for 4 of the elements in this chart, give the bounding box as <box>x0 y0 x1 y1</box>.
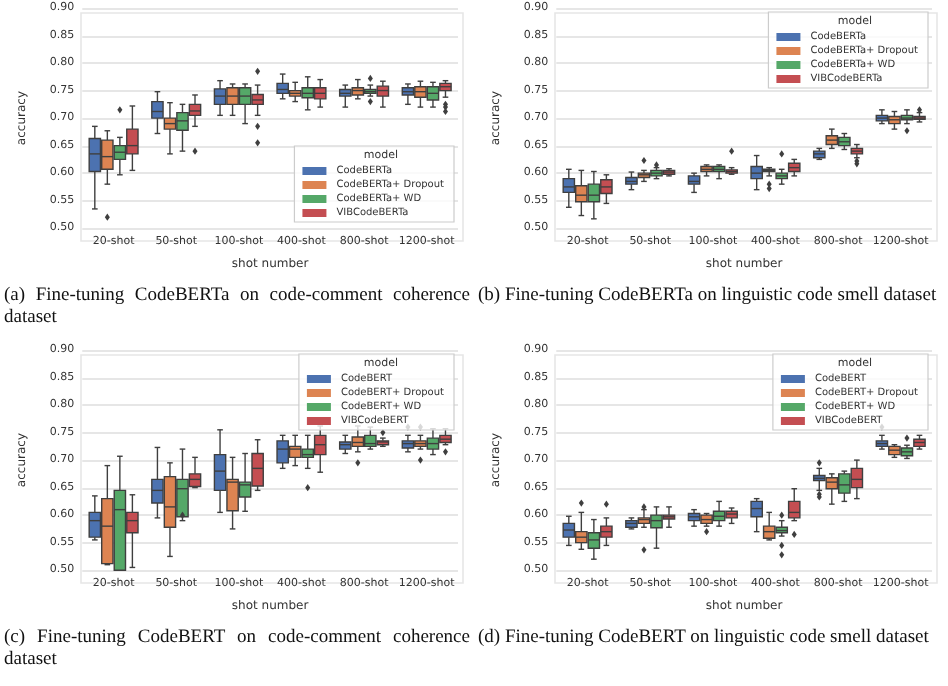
text: (b) Fine-tuning CodeBERTa on linguistic code smell dataset <box>476 284 939 308</box>
text: (c) Fine-tuning CodeBERT on code-comment coherence dataset <box>2 626 472 672</box>
text: (d) Fine-tuning CodeBERT on linguistic code smell dataset <box>476 626 931 650</box>
text: (a) Fine-tuning CodeBERTa on code-comment coherence dataset <box>2 284 472 330</box>
